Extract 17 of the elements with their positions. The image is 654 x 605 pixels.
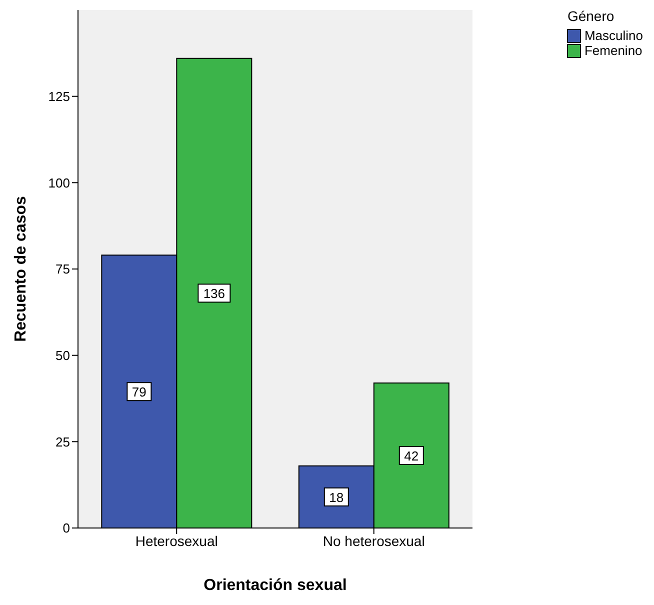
- data-label: 18: [329, 490, 344, 505]
- x-tick-label: No heterosexual: [322, 532, 425, 549]
- y-tick-label: 25: [56, 434, 70, 450]
- y-tick-label: 125: [48, 88, 70, 104]
- y-tick-label: 0: [62, 520, 70, 536]
- y-tick-label: 100: [48, 175, 70, 190]
- data-label: 136: [203, 286, 226, 302]
- legend-title: Género: [567, 8, 616, 24]
- legend-label: Femenino: [584, 43, 642, 58]
- data-label: 42: [404, 448, 419, 464]
- x-tick-label: Heterosexual: [135, 532, 218, 549]
- y-axis-title: Recuento de casos: [12, 196, 30, 342]
- x-axis-title: Orientación sexual: [204, 577, 347, 594]
- y-tick-label: 75: [56, 262, 70, 277]
- legend-label: Masculino: [584, 28, 643, 43]
- y-tick-label: 50: [56, 348, 70, 363]
- data-label: 79: [132, 384, 146, 400]
